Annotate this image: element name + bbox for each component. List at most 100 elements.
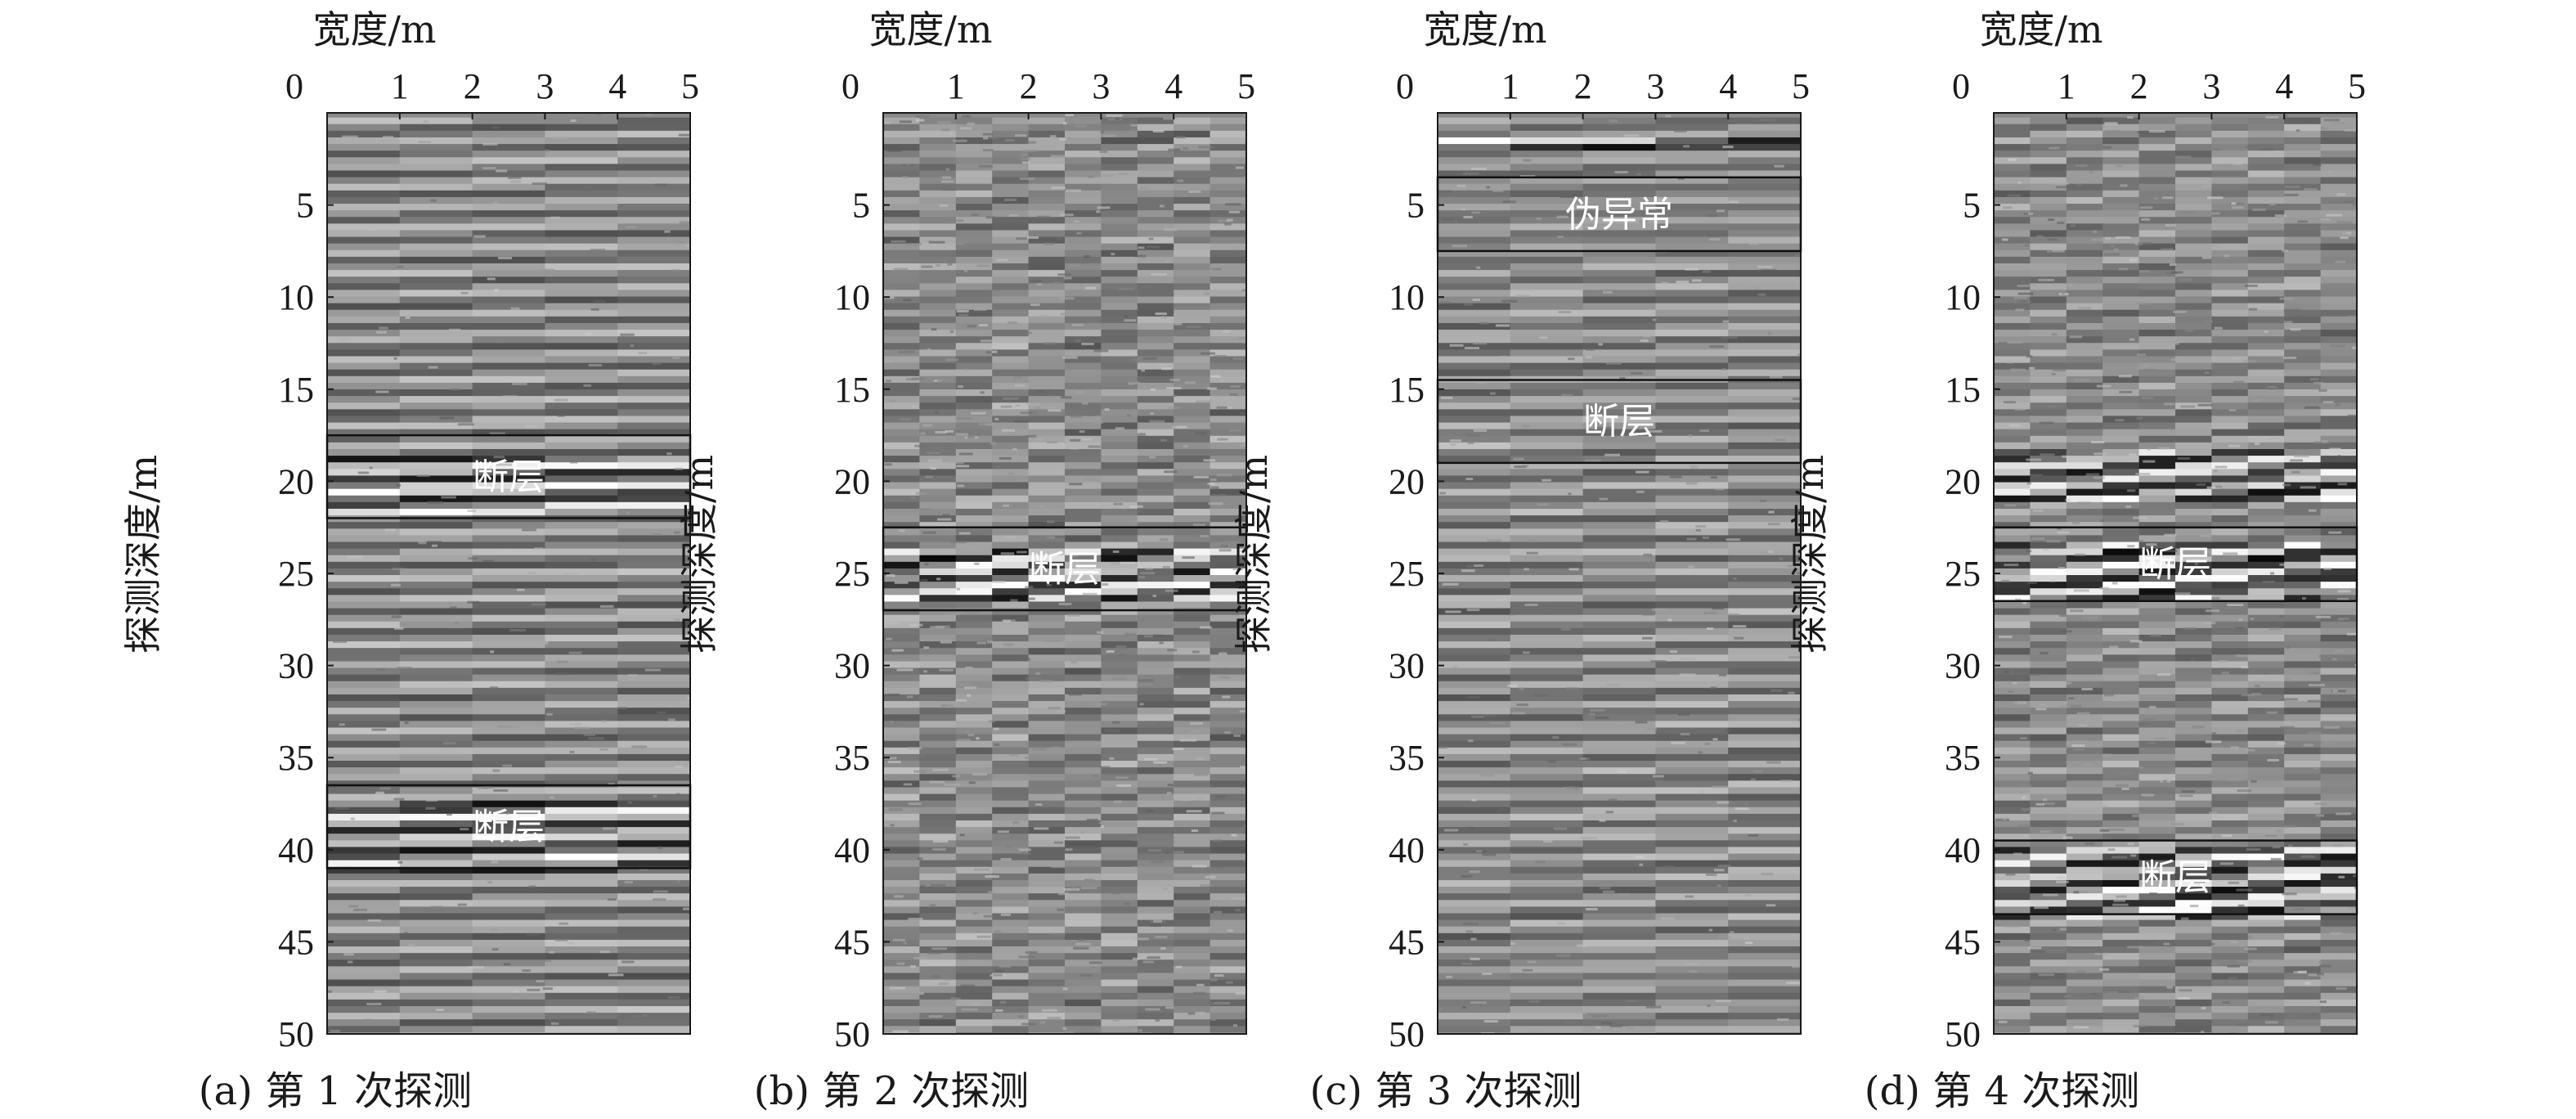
reflection-stripe [2066, 601, 2103, 609]
reflection-stripe [919, 687, 957, 695]
reflection-stripe [1065, 130, 1102, 138]
noise-speckle [439, 416, 455, 420]
reflection-stripe [2138, 270, 2176, 277]
reflection-stripe [327, 561, 401, 569]
noise-speckle [1060, 312, 1066, 316]
reflection-stripe [545, 919, 618, 928]
reflection-stripe [1065, 270, 1102, 277]
noise-speckle [607, 898, 617, 901]
reflection-stripe [2066, 236, 2103, 245]
noise-speckle [1061, 396, 1072, 399]
reflection-stripe [2066, 249, 2103, 258]
reflection-stripe [1137, 887, 1174, 894]
reflection-stripe [1174, 787, 1211, 794]
reflection-stripe [955, 548, 993, 556]
noise-speckle [1000, 552, 1015, 555]
reflection-stripe [327, 396, 401, 403]
reflection-stripe [1209, 336, 1246, 344]
noise-speckle [449, 328, 461, 331]
noise-speckle [1798, 913, 1801, 916]
reflection-stripe [327, 1013, 401, 1020]
reflection-stripe [2175, 614, 2212, 622]
reflection-stripe [2103, 714, 2140, 721]
noise-speckle [457, 423, 474, 426]
reflection-stripe [2103, 654, 2140, 662]
noise-speckle [1477, 381, 1487, 384]
reflection-stripe [1655, 992, 1729, 1000]
reflection-stripe [1065, 196, 1102, 204]
reflection-stripe [1582, 1005, 1656, 1013]
reflection-stripe [955, 230, 993, 237]
reflection-stripe [2175, 316, 2212, 324]
y-tick-label: 45 [834, 922, 870, 962]
reflection-stripe [1028, 753, 1066, 762]
noise-speckle [1088, 445, 1101, 448]
reflection-stripe [1582, 959, 1656, 967]
noise-speckle [1466, 609, 1480, 612]
reflection-stripe [955, 389, 993, 397]
reflection-stripe [955, 727, 993, 735]
reflection-stripe [2030, 416, 2067, 423]
reflection-stripe [1582, 210, 1656, 218]
reflection-stripe [327, 774, 401, 781]
reflection-stripe [2211, 343, 2249, 350]
reflection-stripe [2247, 634, 2285, 642]
reflection-stripe [472, 501, 545, 510]
reflection-stripe [919, 389, 957, 397]
reflection-stripe [545, 137, 618, 145]
reflection-stripe [399, 501, 473, 510]
noise-speckle [664, 230, 671, 233]
reflection-stripe [472, 953, 545, 960]
reflection-stripe [1438, 727, 1511, 735]
noise-speckle [369, 466, 373, 470]
reflection-stripe [1137, 164, 1174, 171]
reflection-stripe [883, 793, 920, 802]
noise-speckle [927, 452, 940, 455]
reflection-stripe [1101, 137, 1138, 145]
noise-speckle [1636, 470, 1649, 474]
noise-speckle [1654, 811, 1660, 814]
reflection-stripe [2103, 349, 2140, 357]
reflection-stripe [2320, 634, 2357, 642]
noise-speckle [1757, 265, 1773, 268]
noise-speckle [1173, 851, 1185, 854]
reflection-stripe [1728, 1013, 1801, 1020]
reflection-stripe [1028, 946, 1066, 954]
reflection-stripe [1065, 482, 1102, 490]
reflection-stripe [992, 694, 1030, 702]
reflection-stripe [1655, 362, 1729, 371]
reflection-stripe [1510, 561, 1584, 569]
reflection-stripe [919, 151, 957, 158]
reflection-stripe [2175, 515, 2212, 523]
reflection-stripe [919, 243, 957, 251]
reflection-stripe [919, 774, 957, 781]
noise-speckle [911, 377, 924, 380]
reflection-stripe [2030, 667, 2067, 676]
reflection-stripe [1510, 887, 1584, 894]
reflection-stripe [1438, 906, 1511, 914]
reflection-stripe [1438, 190, 1511, 198]
reflection-stripe [1438, 986, 1511, 994]
noise-speckle [1133, 937, 1149, 941]
noise-speckle [1510, 613, 1515, 616]
reflection-stripe [883, 469, 920, 476]
noise-speckle [1238, 336, 1246, 339]
reflection-stripe [919, 469, 957, 476]
reflection-stripe [617, 343, 690, 350]
reflection-stripe [2175, 204, 2212, 211]
reflection-stripe [1137, 296, 1174, 304]
reflection-stripe [327, 236, 401, 245]
reflection-stripe [992, 515, 1030, 523]
reflection-stripe [1174, 542, 1211, 549]
reflection-stripe [2103, 488, 2140, 497]
reflection-stripe [1174, 508, 1211, 516]
noise-speckle [1131, 358, 1146, 362]
noise-speckle [1685, 267, 1699, 271]
reflection-stripe [1655, 1005, 1729, 1013]
noise-speckle [1154, 193, 1166, 196]
noise-speckle [496, 169, 508, 173]
reflection-stripe [1209, 946, 1246, 954]
reflection-stripe [1174, 223, 1211, 231]
reflection-stripe [1510, 316, 1584, 324]
reflection-stripe [399, 561, 473, 569]
